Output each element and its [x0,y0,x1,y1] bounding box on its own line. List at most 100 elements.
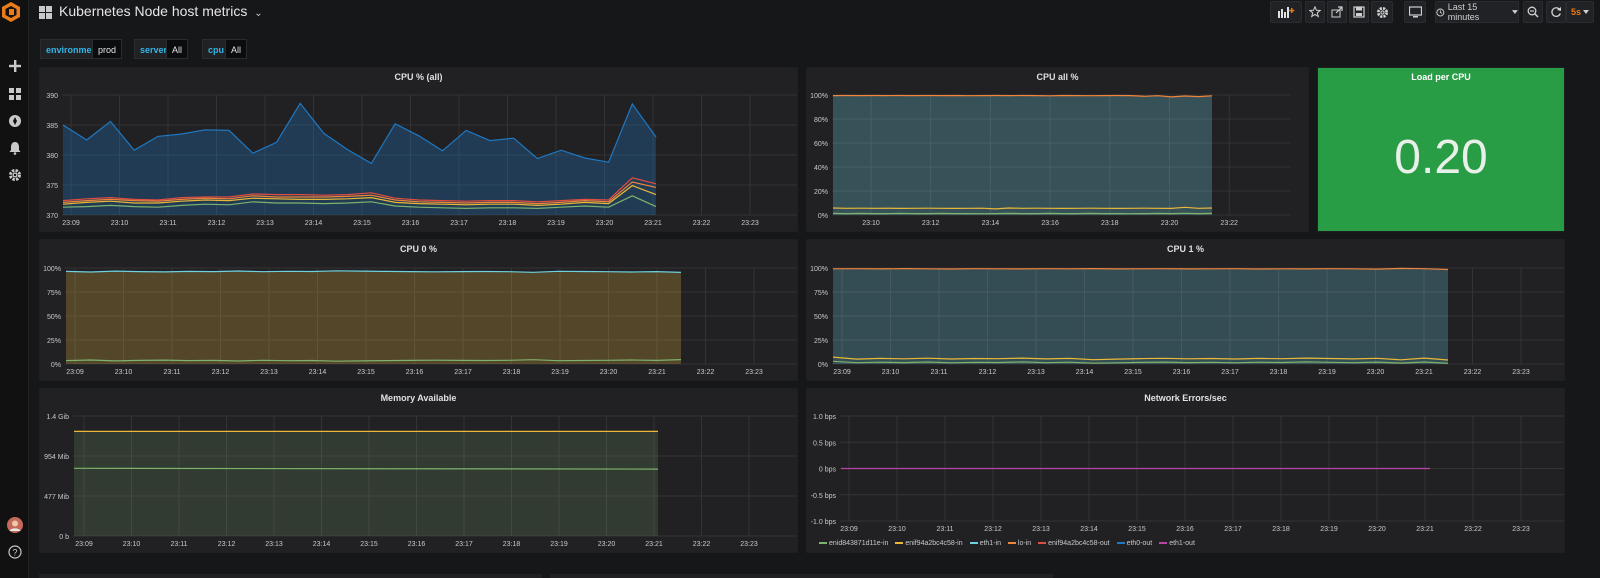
star-button[interactable] [1305,1,1325,23]
x-tick-label: 23:22 [1220,220,1238,227]
x-tick-label: 23:21 [644,220,662,227]
tv-mode-button[interactable] [1404,1,1426,23]
save-button[interactable] [1349,1,1369,23]
y-tick-label: 50% [814,314,828,321]
legend-item[interactable]: enif94a2bc4c58-out [1038,540,1110,547]
legend-label: lo-in [1017,540,1032,547]
time-range-label: Last 15 minutes [1447,2,1480,22]
cpu-all-chart: 100% 80% 60% 40% 20% 0% 23:10 23:12 23:14 23:16 23… [810,93,1290,227]
x-tick-label: 23:16 [402,220,420,227]
network-errors-legend: enid843871d11e-in enif94a2bc4c58-in eth1… [819,540,1200,547]
y-tick-label: -1.0 bps [811,519,837,526]
y-tick-label: 75% [814,290,828,297]
series-line [832,206,1213,210]
variable-value-server: All [172,45,183,55]
panel-cpu-all[interactable]: CPU all % 100% 80% 60% 40% 20% 0% 23:10 23:12 23… [806,67,1309,232]
legend-swatch [969,542,978,545]
alerting-bell-icon[interactable] [0,135,29,161]
series-area [66,270,681,364]
x-tick-label: 23:18 [503,369,521,376]
x-tick-label: 23:23 [1512,526,1530,533]
x-tick-label: 23:14 [305,220,323,227]
share-button[interactable] [1327,1,1347,23]
x-tick-label: 23:14 [309,369,327,376]
legend-swatch [1159,542,1168,545]
legend-item[interactable]: lo-in [1007,540,1032,547]
x-tick-label: 23:18 [503,541,521,548]
variable-select-server[interactable]: All [166,39,189,73]
x-tick-label: 23:13 [1027,369,1045,376]
y-tick-label: 0 b [59,534,69,541]
dashboard-title-text: Kubernetes Node host metrics [59,3,248,19]
x-tick-label: 23:23 [741,220,759,227]
user-avatar[interactable] [0,512,29,538]
panel-cpu0[interactable]: CPU 0 % 100% 75% 50% 25% 0% 23:09 23:10 23:11 23… [39,239,798,381]
x-tick-label: 23:15 [360,541,378,548]
variable-select-environment[interactable]: prod [92,39,123,73]
add-panel-button[interactable] [1270,1,1302,23]
x-tick-label: 23:16 [1176,526,1194,533]
series-line [65,270,682,273]
panel-cpu-all-pct[interactable]: CPU % (all) 390 385 380 375 370 23:09 23:10 23:… [39,67,798,232]
settings-gear-button[interactable] [1371,1,1393,23]
legend-swatch [1007,542,1016,545]
svg-text:?: ? [12,548,17,558]
dashboards-icon[interactable] [0,81,29,107]
dashboard-grid-icon [39,6,53,20]
legend-item[interactable]: enif94a2bc4c58-in [895,540,963,547]
x-tick-label: 23:17 [1224,526,1242,533]
series-line [62,181,657,205]
refresh-button[interactable] [1546,1,1566,23]
panel-load-per-cpu[interactable]: Load per CPU 0.20 [1317,67,1565,232]
time-range-picker[interactable]: Last 15 minutes [1435,1,1519,23]
y-tick-label: 0% [51,362,61,369]
x-tick-label: 23:19 [551,369,569,376]
plus-icon[interactable] [0,53,29,79]
x-tick-label: 23:15 [1128,526,1146,533]
configuration-gear-icon[interactable] [0,162,29,188]
legend-swatch [895,542,904,545]
y-tick-label: 75% [47,290,61,297]
x-tick-label: 23:12 [984,526,1002,533]
y-tick-label: 1.4 Gib [46,414,69,421]
panel-title: CPU all % [1036,72,1079,82]
y-tick-label: 25% [814,338,828,345]
x-tick-label: 23:13 [260,369,278,376]
caret-down-icon [1583,10,1589,14]
panel-memory[interactable]: Memory Available 1.4 Gib 954 Mib 477 Mib 0 … [39,388,798,553]
y-tick-label: 477 Mib [44,494,69,501]
series-area [74,431,658,536]
explore-compass-icon[interactable] [0,108,29,134]
x-tick-label: 23:14 [1080,526,1098,533]
panel-row-edge-2 [550,574,1053,578]
legend-item[interactable]: enid843871d11e-in [819,540,888,547]
dashboard-title[interactable]: Kubernetes Node host metrics ⌄ [59,3,263,19]
grafana-logo-icon[interactable] [1,1,23,23]
x-tick-label: 23:19 [550,541,568,548]
y-tick-label: 380 [46,153,58,160]
panel-cpu1[interactable]: CPU 1 % 100% 75% 50% 25% 0% 23:09 23:10 23:11 23… [806,239,1565,381]
x-tick-label: 23:20 [598,541,616,548]
x-tick-label: 23:14 [313,541,331,548]
x-tick-label: 23:10 [888,526,906,533]
network-errors-chart: 1.0 bps 0.5 bps 0 bps -0.5 bps -1.0 bps23:09… [811,414,1564,533]
x-tick-label: 23:15 [353,220,371,227]
x-tick-label: 23:18 [1270,369,1288,376]
zoom-out-button[interactable] [1523,1,1543,23]
series-area [833,95,1212,215]
panel-network-errors[interactable]: Network Errors/sec 1.0 bps 0.5 bps 0 bps -0… [806,388,1565,553]
x-tick-label: 23:22 [693,220,711,227]
x-tick-label: 23:16 [1173,369,1191,376]
legend-item[interactable]: eth1-in [969,540,1001,547]
cpu0-chart: 100% 75% 50% 25% 0% 23:09 23:10 23:11 23:12 23:13… [43,266,797,376]
refresh-interval-picker[interactable]: 5s [1566,1,1594,23]
series-line [62,177,657,203]
help-icon[interactable]: ? [0,539,29,565]
legend-item[interactable]: eth1-out [1159,540,1195,547]
legend-item[interactable]: eth0-out [1116,540,1153,547]
x-tick-label: 23:15 [357,369,375,376]
legend-label: eth0-out [1126,540,1153,547]
y-tick-label: 0% [818,362,828,369]
variable-select-cpu[interactable]: All [225,39,248,73]
panel-title: Network Errors/sec [1144,393,1227,403]
